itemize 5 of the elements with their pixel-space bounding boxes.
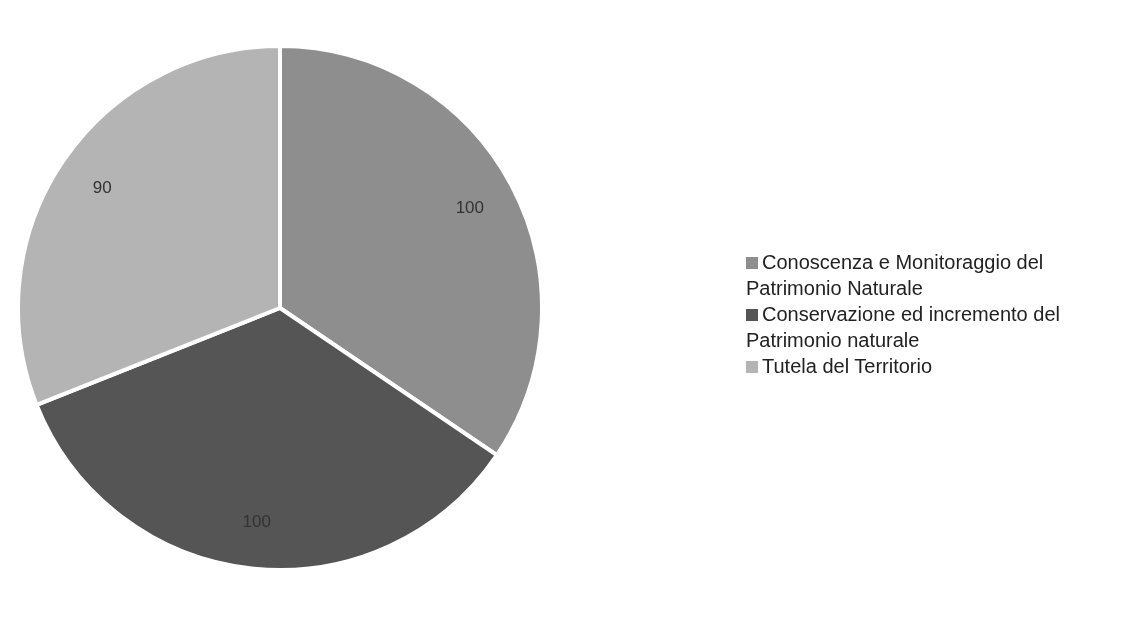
- legend-label: Conoscenza e Monitoraggio del Patrimonio Naturale: [746, 250, 1044, 299]
- data-label: 100: [455, 197, 484, 217]
- data-label: 90: [92, 177, 112, 197]
- legend-label: Tutela del Territorio: [762, 354, 933, 377]
- legend-label: Conservazione ed incremento del Patrimonio naturale: [746, 302, 1060, 351]
